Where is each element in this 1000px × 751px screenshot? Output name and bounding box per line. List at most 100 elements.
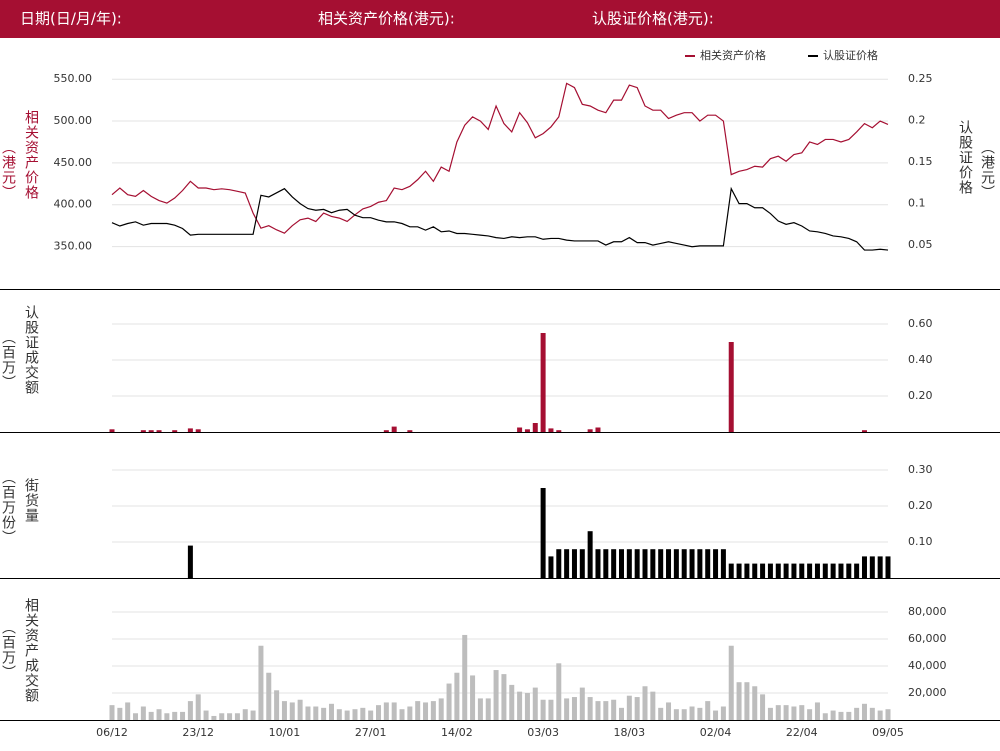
bar (368, 710, 374, 720)
bar (195, 694, 201, 720)
y2-tick-label: 0.05 (908, 238, 933, 251)
bar (548, 556, 554, 578)
x-tick-label: 10/01 (269, 726, 301, 739)
legend-label: 相关资产价格 (700, 48, 766, 62)
x-tick-label: 14/02 (441, 726, 473, 739)
bar (634, 549, 640, 578)
bar (626, 695, 632, 720)
bar (281, 701, 287, 720)
bar (148, 430, 154, 432)
bar (579, 549, 585, 578)
bar (140, 430, 146, 432)
bar (752, 563, 758, 578)
bar (587, 697, 593, 720)
bar (799, 563, 805, 578)
y2-axis-label: 认股证价格 (957, 120, 973, 195)
bar (705, 701, 711, 720)
y-axis-unit: （百万） (0, 330, 16, 390)
bar (109, 705, 115, 720)
y-axis-unit: （百万） (0, 620, 16, 680)
bar (861, 430, 867, 432)
bar (799, 705, 805, 720)
y-tick-label: 0.30 (908, 463, 933, 476)
header-warrant: 认股证价格(港元): (592, 10, 714, 28)
bar (838, 711, 844, 720)
bar (603, 549, 609, 578)
bar (172, 711, 178, 720)
bar (760, 694, 766, 720)
bar (117, 707, 123, 720)
bar (658, 549, 664, 578)
bar (148, 711, 154, 720)
bar (752, 686, 758, 720)
x-tick-label: 23/12 (182, 726, 214, 739)
bar (336, 709, 342, 720)
bar (713, 549, 719, 578)
bar (548, 428, 554, 432)
x-tick-label: 02/04 (700, 726, 732, 739)
y-tick-label: 500.00 (54, 114, 93, 127)
bar (830, 563, 836, 578)
bar (477, 698, 483, 720)
bar (133, 713, 139, 720)
bar (736, 682, 742, 720)
bar (360, 707, 366, 720)
bar (532, 423, 538, 432)
bar (227, 713, 233, 720)
bar (744, 682, 750, 720)
bar (713, 710, 719, 720)
bar (791, 563, 797, 578)
bar (587, 429, 593, 432)
bar (556, 549, 562, 578)
header-underlying: 相关资产价格(港元): (318, 10, 455, 28)
bar (172, 430, 178, 432)
bar (164, 713, 170, 720)
bar (697, 549, 703, 578)
y-axis-label: 相关资产价格 (23, 110, 39, 200)
bar (666, 549, 672, 578)
bar (611, 549, 617, 578)
y-tick-label: 400.00 (54, 198, 93, 211)
y2-tick-label: 0.25 (908, 72, 933, 85)
bar (391, 426, 397, 432)
y2-tick-label: 0.2 (908, 114, 926, 127)
bar (728, 645, 734, 720)
bar (658, 707, 664, 720)
bar (305, 706, 311, 720)
bar (391, 702, 397, 720)
bar (344, 710, 350, 720)
legend-label: 认股证价格 (823, 48, 878, 62)
bar (462, 634, 468, 720)
bar (673, 549, 679, 578)
bar (540, 699, 546, 720)
bar (383, 702, 389, 720)
x-tick-label: 09/05 (872, 726, 904, 739)
bar (807, 709, 813, 720)
bar (666, 702, 672, 720)
bar (783, 705, 789, 720)
bar (509, 684, 515, 720)
bar (720, 549, 726, 578)
bar (595, 427, 601, 432)
bar (579, 687, 585, 720)
bar (383, 430, 389, 432)
bar (822, 713, 828, 720)
bar (587, 531, 593, 578)
bar (846, 563, 852, 578)
y2-tick-label: 0.1 (908, 197, 926, 210)
bar (407, 430, 413, 432)
y-tick-label: 0.10 (908, 535, 933, 548)
bar (611, 699, 617, 720)
bar (376, 705, 382, 720)
bar (125, 702, 131, 720)
bar (423, 702, 429, 720)
bar (681, 709, 687, 720)
bar (830, 710, 836, 720)
x-tick-label: 27/01 (355, 726, 387, 739)
bar (744, 563, 750, 578)
bar (807, 563, 813, 578)
bar (877, 710, 883, 720)
bar (532, 687, 538, 720)
bar (854, 563, 860, 578)
bar (846, 711, 852, 720)
